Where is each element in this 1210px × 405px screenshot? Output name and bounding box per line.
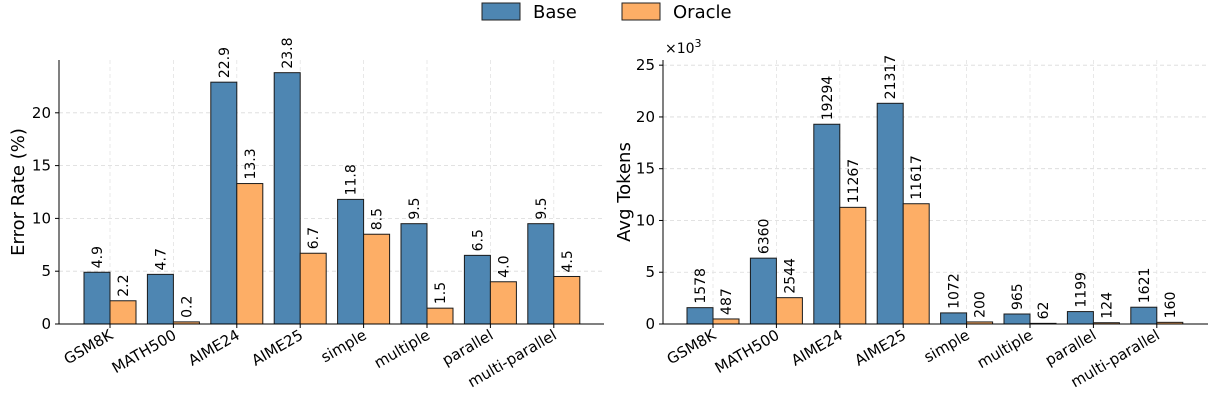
data-label-oracle: 0.2 — [179, 296, 195, 318]
bar-oracle — [299, 252, 327, 325]
bar-base — [400, 223, 428, 325]
bar-base — [749, 257, 777, 325]
legend: Base Oracle — [481, 2, 732, 23]
data-label-oracle: 11617 — [909, 155, 925, 200]
data-label-base: 1072 — [947, 273, 963, 309]
bar-base — [1130, 306, 1158, 325]
bar-oracle — [902, 203, 930, 325]
x-tick-label: AIME25 — [249, 326, 307, 370]
data-label-oracle: 2544 — [782, 258, 798, 294]
data-label-base: 6360 — [756, 219, 772, 255]
bar-oracle — [236, 183, 264, 325]
data-label-base: 1578 — [693, 268, 709, 304]
data-label-oracle: 160 — [1163, 292, 1179, 319]
bar-base — [1003, 313, 1031, 325]
y-tick-label: 10 — [32, 209, 51, 227]
data-label-oracle: 124 — [1099, 292, 1115, 319]
bar-oracle — [489, 281, 517, 325]
data-label-base: 1199 — [1073, 272, 1089, 308]
data-label-base: 19294 — [820, 76, 836, 121]
bar-oracle — [109, 300, 137, 325]
bar-base — [686, 307, 714, 325]
bar-base — [463, 254, 491, 325]
data-label-base: 965 — [1010, 283, 1026, 310]
data-label-base: 4.9 — [90, 246, 106, 268]
x-tick-label: simple — [921, 326, 973, 366]
bar-base — [273, 72, 301, 325]
y-tick-label: 0 — [41, 315, 51, 333]
series-base: 1578 6360 19294 21317 1072 965 1199 1621 — [686, 55, 1158, 325]
x-tick-label: MATH500 — [109, 326, 180, 377]
y-tick-label: 0 — [645, 315, 655, 333]
bar-base — [940, 312, 968, 325]
data-label-base: 11.8 — [344, 164, 360, 195]
error-rate-chart: 4.9 4.7 22.9 23.8 11.8 9.5 6.5 9.5 2.2 0.2 13.3 6.7… — [8, 38, 604, 391]
x-tick-label: multiple — [371, 326, 433, 372]
x-tick-label: AIME24 — [788, 326, 846, 370]
y-axis-title: Avg Tokens — [614, 142, 635, 242]
x-tick-label: AIME24 — [185, 326, 243, 370]
data-label-oracle: 6.7 — [306, 227, 322, 249]
avg-tokens-chart: 1578 6360 19294 21317 1072 965 1199 1621 487 2544… — [614, 37, 1208, 391]
bar-base — [876, 102, 904, 325]
legend-swatch-oracle — [621, 2, 661, 21]
legend-label-base: Base — [533, 2, 577, 23]
x-tick-label: multiple — [974, 326, 1036, 372]
bar-oracle — [426, 307, 454, 325]
data-label-base: 9.5 — [534, 197, 550, 219]
data-label-base: 21317 — [883, 55, 899, 100]
y-tick-label: 25 — [636, 56, 655, 74]
data-label-oracle: 4.0 — [496, 255, 512, 277]
bar-oracle — [363, 233, 391, 325]
x-tick-label: MATH500 — [712, 326, 783, 377]
bar-oracle — [775, 297, 803, 325]
data-label-oracle: 13.3 — [243, 148, 259, 179]
data-label-oracle: 62 — [1036, 302, 1052, 320]
bar-oracle — [553, 275, 581, 325]
data-label-oracle: 1.5 — [433, 282, 449, 304]
series-oracle: 2.2 0.2 13.3 6.7 8.5 1.5 4.0 4.5 — [109, 148, 581, 325]
data-label-oracle: 200 — [973, 291, 989, 318]
y-tick-label: 20 — [636, 108, 655, 126]
bar-oracle — [839, 206, 867, 325]
data-label-base: 22.9 — [217, 47, 233, 78]
bar-base — [83, 271, 111, 325]
x-tick-label: simple — [318, 326, 370, 366]
y-tick-label: 10 — [636, 211, 655, 229]
data-label-oracle: 4.5 — [560, 250, 576, 272]
bar-base — [527, 223, 555, 325]
y-axis-title: Error Rate (%) — [8, 128, 29, 256]
bar-base — [813, 123, 841, 325]
data-label-base: 1621 — [1137, 268, 1153, 304]
data-label-oracle: 2.2 — [116, 275, 132, 297]
y-tick-label: 20 — [32, 104, 51, 122]
y-tick-label: 5 — [645, 263, 655, 281]
data-label-oracle: 487 — [719, 288, 735, 315]
data-label-oracle: 8.5 — [370, 208, 386, 230]
bar-base — [1066, 311, 1094, 325]
data-label-oracle: 11267 — [846, 159, 862, 204]
grid — [59, 60, 604, 324]
y-tick-label: 5 — [41, 262, 51, 280]
y-tick-label: 15 — [636, 160, 655, 178]
axis-multiplier: ×103 — [665, 37, 702, 57]
legend-swatch-base — [481, 2, 521, 21]
bar-base — [146, 273, 174, 325]
y-tick-label: 15 — [32, 157, 51, 175]
bar-oracle — [712, 318, 740, 325]
data-label-base: 6.5 — [470, 229, 486, 251]
bar-base — [337, 198, 365, 325]
x-tick-label: AIME25 — [852, 326, 910, 370]
bar-base — [210, 81, 238, 325]
grid — [663, 60, 1208, 324]
legend-label-oracle: Oracle — [673, 2, 732, 23]
data-label-base: 4.7 — [153, 248, 169, 270]
series-base: 4.9 4.7 22.9 23.8 11.8 9.5 6.5 9.5 — [83, 38, 555, 325]
data-label-base: 23.8 — [280, 38, 296, 69]
data-label-base: 9.5 — [407, 197, 423, 219]
